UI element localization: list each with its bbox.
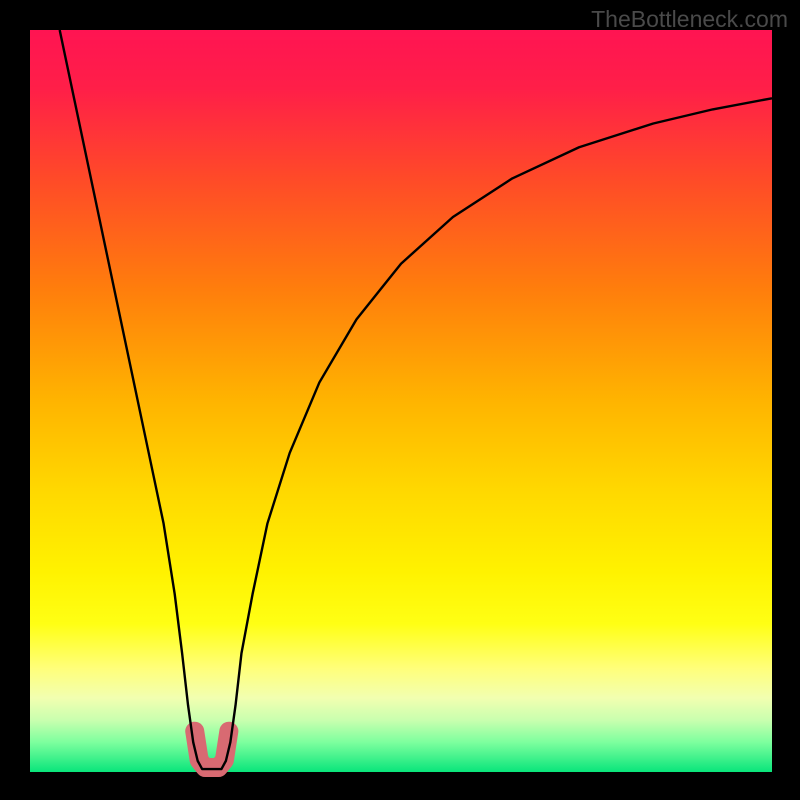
bottleneck-curve [60, 30, 772, 769]
minimum-marker [195, 731, 229, 767]
chart-frame: TheBottleneck.com [0, 0, 800, 800]
watermark-text: TheBottleneck.com [591, 6, 788, 33]
curve-layer [30, 30, 772, 772]
plot-area [30, 30, 772, 772]
